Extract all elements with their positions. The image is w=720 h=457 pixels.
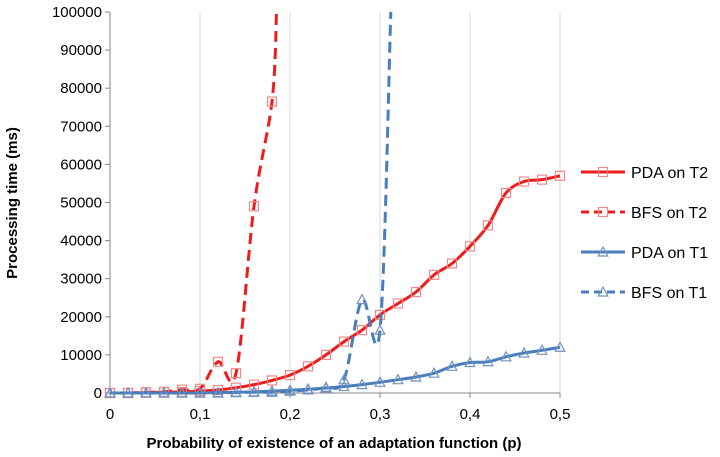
- series-bfs-on-t2: [104, 11, 278, 399]
- y-tick-label: 70000: [60, 118, 102, 135]
- y-tick-label: 80000: [60, 80, 102, 97]
- data-point-bfs-on-t1: [104, 386, 116, 398]
- legend-entry-bfs-on-t1: BFS on T1: [581, 285, 707, 302]
- data-point-pda-on-t1: [338, 380, 350, 392]
- data-point-pda-on-t1: [482, 355, 494, 367]
- plot-area: [104, 11, 566, 399]
- data-point-bfs-on-t1: [194, 386, 206, 398]
- y-tick-label: 20000: [60, 309, 102, 326]
- data-point-pda-on-t1: [536, 344, 548, 355]
- series-line-bfs-on-t2: [109, 11, 278, 395]
- x-tick-label: 0,5: [550, 406, 571, 423]
- data-point-bfs-on-t1: [374, 323, 386, 335]
- x-tick-label: 0,1: [190, 406, 211, 423]
- data-point-pda-on-t1: [446, 360, 458, 371]
- data-point-pda-on-t2: [500, 187, 512, 199]
- legend-marker: [597, 285, 609, 297]
- data-point-pda-on-t1: [428, 366, 440, 378]
- data-point-pda-on-t2: [554, 170, 566, 181]
- data-point-pda-on-t1: [356, 378, 368, 390]
- y-axis-title: Processing time (ms): [4, 127, 21, 279]
- series-pda-on-t2: [104, 170, 566, 399]
- data-point-bfs-on-t1: [230, 386, 242, 398]
- legend-marker: [597, 166, 609, 178]
- legend-entry-pda-on-t1: PDA on T1: [581, 245, 708, 262]
- y-tick-label: 50000: [60, 195, 102, 212]
- data-point-pda-on-t1: [410, 370, 422, 382]
- series-line-bfs-on-t1: [110, 11, 393, 395]
- axes: [105, 11, 561, 398]
- data-point-bfs-on-t2: [212, 356, 224, 367]
- x-tick-label: 0,4: [460, 406, 481, 423]
- gridlines: [199, 12, 561, 393]
- data-point-pda-on-t2: [410, 286, 422, 298]
- data-point-pda-on-t1: [554, 341, 566, 352]
- data-point-pda-on-t2: [536, 174, 548, 185]
- data-point-bfs-on-t1: [122, 386, 134, 398]
- data-point-bfs-on-t2: [266, 96, 278, 107]
- data-point-pda-on-t2: [284, 369, 296, 381]
- data-point-bfs-on-t1: [248, 385, 260, 397]
- data-point-pda-on-t1: [392, 373, 404, 385]
- x-tick-label: 0: [106, 406, 114, 423]
- legend-label: BFS on T2: [631, 205, 707, 222]
- data-point-pda-on-t2: [248, 379, 260, 390]
- data-point-pda-on-t2: [482, 220, 494, 231]
- legend-marker: [597, 245, 609, 257]
- y-tick-label: 10000: [60, 347, 102, 364]
- data-point-pda-on-t2: [356, 325, 368, 336]
- data-point-pda-on-t2: [518, 176, 530, 187]
- legend-entry-pda-on-t2: PDA on T2: [581, 165, 708, 182]
- y-tick-label: 0: [94, 385, 102, 402]
- data-point-bfs-on-t1: [176, 386, 188, 398]
- data-point-bfs-on-t1: [212, 386, 224, 398]
- data-point-bfs-on-t2: [230, 368, 242, 379]
- data-point-bfs-on-t1: [158, 386, 170, 398]
- series-bfs-on-t1: [104, 11, 393, 398]
- y-tick-label: 60000: [60, 156, 102, 173]
- data-point-bfs-on-t1: [266, 385, 278, 397]
- legend-label: PDA on T2: [631, 165, 708, 182]
- data-point-pda-on-t2: [320, 349, 332, 360]
- data-point-pda-on-t2: [464, 241, 476, 252]
- data-point-bfs-on-t2: [248, 201, 260, 212]
- data-point-bfs-on-t1: [284, 384, 296, 396]
- data-point-pda-on-t2: [428, 269, 440, 280]
- legend-entry-bfs-on-t2: BFS on T2: [581, 205, 707, 222]
- data-point-bfs-on-t1: [356, 293, 368, 305]
- data-point-pda-on-t1: [464, 356, 476, 368]
- legend: PDA on T2 BFS on T2 PDA on T1 BFS on T1: [581, 165, 708, 302]
- data-point-bfs-on-t1: [338, 373, 350, 385]
- y-tick-label: 40000: [60, 233, 102, 250]
- y-tick-label: 90000: [60, 42, 102, 59]
- data-point-pda-on-t2: [446, 258, 458, 269]
- data-point-bfs-on-t1: [302, 383, 314, 395]
- data-point-pda-on-t2: [392, 298, 404, 309]
- data-point-bfs-on-t1: [140, 386, 152, 398]
- legend-label: BFS on T1: [631, 285, 707, 302]
- x-tick-label: 0,2: [280, 406, 301, 423]
- data-point-pda-on-t2: [302, 361, 314, 372]
- y-tick-label: 100000: [52, 4, 102, 21]
- data-point-pda-on-t1: [518, 346, 530, 358]
- x-tick-label: 0,3: [370, 406, 391, 423]
- x-axis-title: Probability of existence of an adaptatio…: [146, 435, 521, 452]
- data-point-bfs-on-t1: [320, 381, 332, 392]
- data-point-pda-on-t1: [374, 376, 386, 387]
- y-tick-label: 30000: [60, 271, 102, 288]
- tick-labels: 0 10000 20000 30000 40000 50000 60000 70000 8000…: [52, 4, 570, 423]
- data-point-pda-on-t1: [500, 350, 512, 362]
- legend-label: PDA on T1: [631, 245, 708, 262]
- legend-marker: [597, 206, 609, 218]
- data-point-pda-on-t2: [338, 336, 350, 347]
